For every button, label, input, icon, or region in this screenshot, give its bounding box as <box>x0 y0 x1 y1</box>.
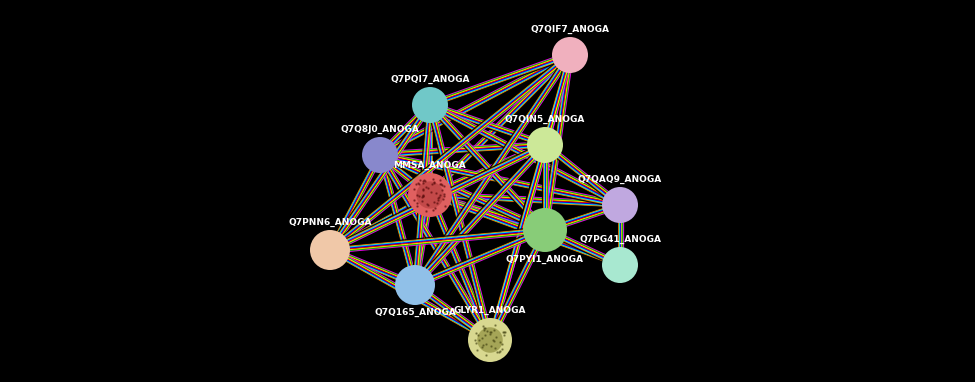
Circle shape <box>477 327 503 353</box>
Circle shape <box>468 318 512 362</box>
Circle shape <box>527 127 563 163</box>
Text: Q7QIN5_ANOGA: Q7QIN5_ANOGA <box>505 115 585 124</box>
Circle shape <box>310 230 350 270</box>
Text: Q7PNN6_ANOGA: Q7PNN6_ANOGA <box>289 218 371 227</box>
Circle shape <box>362 137 398 173</box>
Circle shape <box>408 173 452 217</box>
Text: Q7Q8J0_ANOGA: Q7Q8J0_ANOGA <box>340 125 419 134</box>
Text: Q7PYI1_ANOGA: Q7PYI1_ANOGA <box>506 255 584 264</box>
Text: GLYR1_ANOGA: GLYR1_ANOGA <box>453 306 526 315</box>
Text: Q7PQI7_ANOGA: Q7PQI7_ANOGA <box>390 75 470 84</box>
Text: Q7PG41_ANOGA: Q7PG41_ANOGA <box>579 235 661 244</box>
Text: Q7Q165_ANOGA: Q7Q165_ANOGA <box>374 308 456 317</box>
Text: MMSA_ANOGA: MMSA_ANOGA <box>394 161 466 170</box>
Circle shape <box>602 187 638 223</box>
Circle shape <box>552 37 588 73</box>
Circle shape <box>395 265 435 305</box>
Text: Q7QIF7_ANOGA: Q7QIF7_ANOGA <box>530 25 609 34</box>
Text: Q7QAQ9_ANOGA: Q7QAQ9_ANOGA <box>578 175 662 184</box>
Circle shape <box>602 247 638 283</box>
Circle shape <box>412 87 448 123</box>
Circle shape <box>523 208 567 252</box>
Circle shape <box>416 181 444 209</box>
